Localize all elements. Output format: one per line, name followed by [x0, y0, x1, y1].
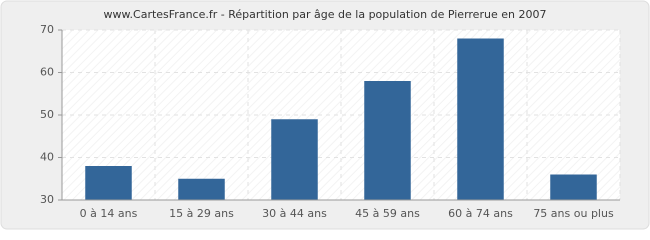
bar: [364, 81, 411, 200]
y-tick-label: 40: [40, 151, 54, 164]
chart: www.CartesFrance.fr - Répartition par âg…: [0, 0, 650, 230]
bar: [271, 119, 318, 200]
y-tick-label: 30: [40, 193, 54, 206]
chart-title: www.CartesFrance.fr - Répartition par âg…: [104, 8, 547, 21]
bar: [457, 38, 504, 200]
x-tick-label: 75 ans ou plus: [533, 207, 614, 220]
x-tick-label: 0 à 14 ans: [80, 207, 138, 220]
x-tick-label: 30 à 44 ans: [262, 207, 327, 220]
y-tick-label: 50: [40, 108, 54, 121]
bar: [85, 166, 132, 200]
bar: [178, 178, 225, 200]
y-tick-label: 60: [40, 66, 54, 79]
x-tick-label: 15 à 29 ans: [169, 207, 234, 220]
y-tick-label: 70: [40, 23, 54, 36]
bar: [550, 174, 597, 200]
x-tick-label: 45 à 59 ans: [355, 207, 420, 220]
x-tick-label: 60 à 74 ans: [448, 207, 513, 220]
